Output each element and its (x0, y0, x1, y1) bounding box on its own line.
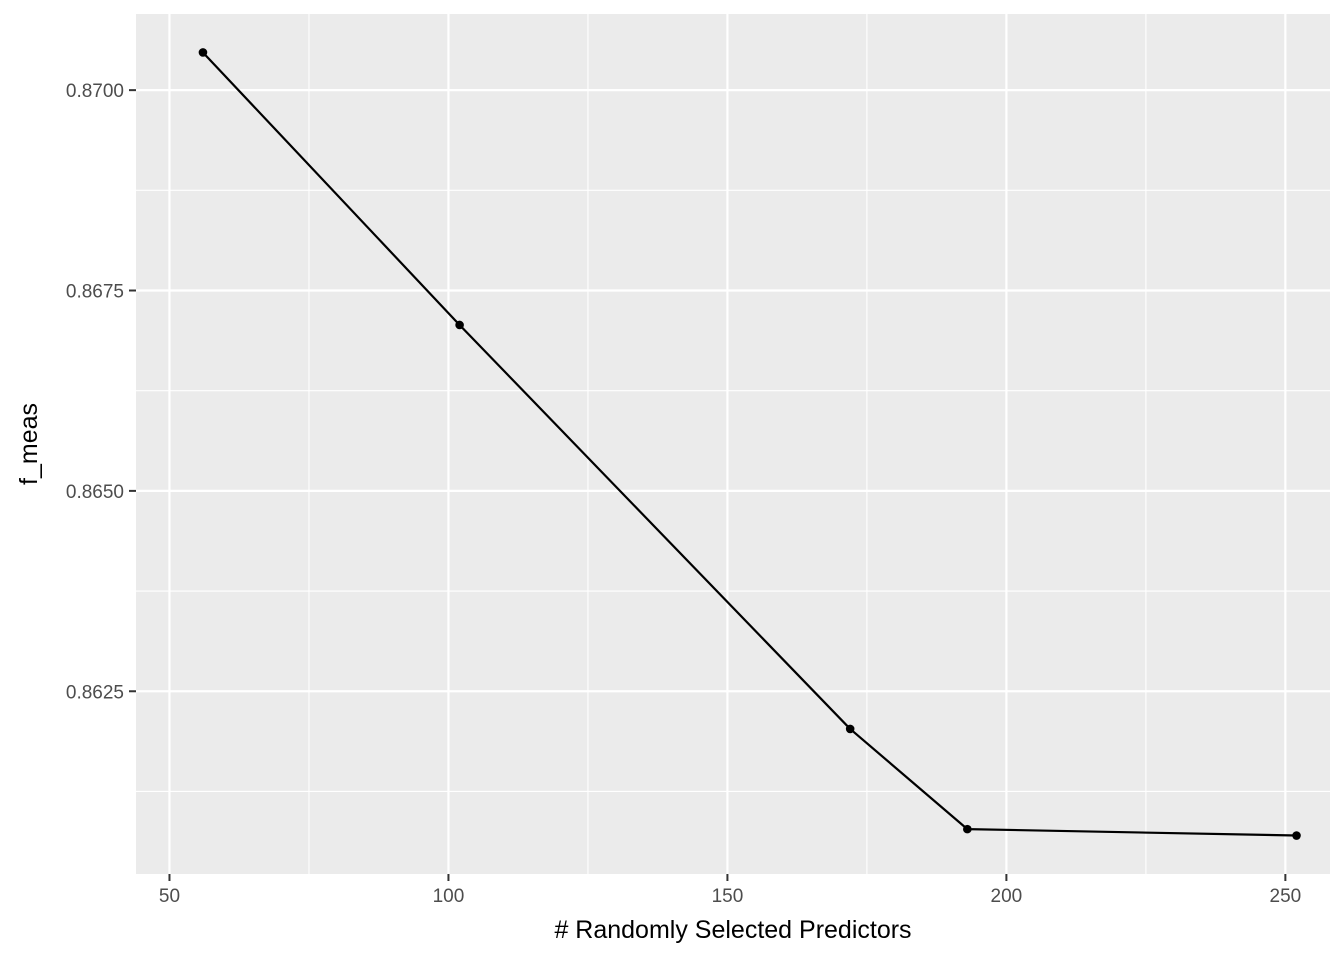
data-point (455, 320, 464, 330)
data-point (963, 824, 972, 834)
panel-background (136, 14, 1330, 874)
data-point (1292, 831, 1301, 840)
y-tick-label: 0.8625 (66, 682, 124, 703)
minor-gridlines (136, 14, 1330, 874)
x-tick-label: 150 (712, 886, 744, 907)
x-tick-label: 100 (433, 886, 465, 907)
y-tick-label: 0.8700 (66, 81, 124, 102)
x-axis-title: # Randomly Selected Predictors (554, 916, 911, 944)
data-point (845, 724, 855, 734)
major-gridlines (136, 14, 1330, 874)
x-tick-label: 250 (1270, 886, 1302, 907)
y-axis-title: f_meas (15, 403, 43, 485)
x-tick-label: 50 (159, 886, 180, 907)
tick-labels: 50 100 150 200 250 0.8625 0.8650 0.8675 0.8700 (66, 81, 1301, 907)
y-tick-label: 0.8650 (66, 482, 124, 503)
y-tick-label: 0.8675 (66, 282, 124, 303)
axis-ticks (129, 89, 1287, 881)
data-point (198, 48, 208, 57)
series-layer (198, 48, 1301, 840)
x-tick-label: 200 (991, 886, 1023, 907)
